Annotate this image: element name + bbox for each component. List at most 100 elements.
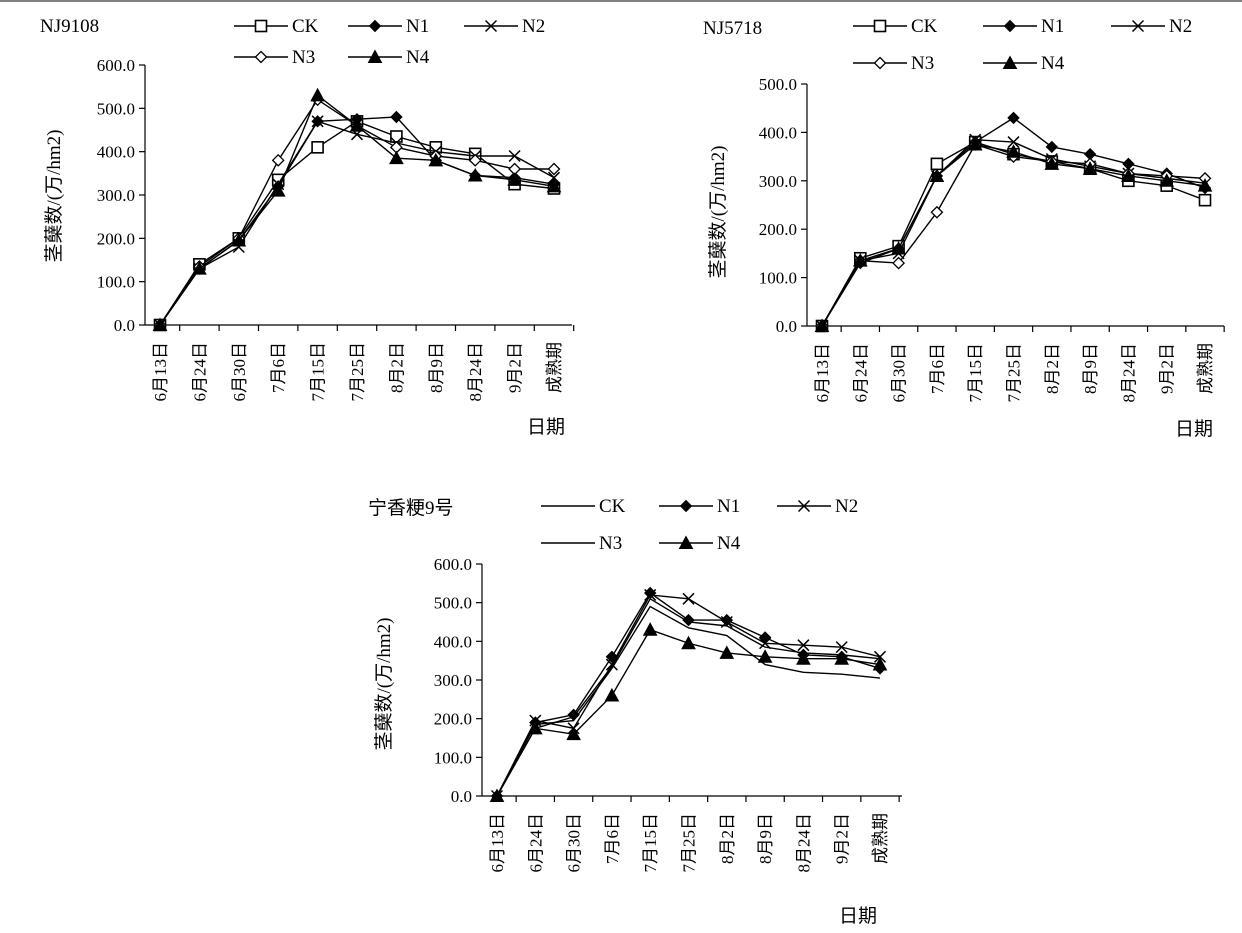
legend-marker xyxy=(873,19,887,33)
data-point-n2 xyxy=(797,639,810,652)
data-point-n4 xyxy=(1044,156,1060,170)
legend-entry-ck: CK xyxy=(541,496,626,517)
legend-label: N3 xyxy=(599,533,622,554)
x-tick-label: 9月2日 xyxy=(1158,343,1177,394)
plot-area: 0.0 100.0 200.0 300.0 400.0 500.0 6月13日 6月24日 6月… xyxy=(707,75,1225,440)
data-point-n2 xyxy=(644,588,657,601)
data-point-n4 xyxy=(507,172,522,186)
legend-entry-n3: N3 xyxy=(853,53,934,74)
data-point-n3 xyxy=(271,153,285,167)
x-tick-label: 8月9日 xyxy=(427,342,446,393)
legend-label: N1 xyxy=(1041,16,1064,37)
series-n4 xyxy=(152,87,562,331)
data-point-n2 xyxy=(682,592,695,605)
series-n3 xyxy=(815,138,1212,333)
data-point-n4 xyxy=(719,645,735,659)
data-point-n2 xyxy=(529,714,542,727)
legend-entry-ck: CK xyxy=(234,16,319,37)
y-tick-label: 400.0 xyxy=(97,143,135,162)
data-point-n4 xyxy=(604,687,620,702)
legend-label: CK xyxy=(292,16,319,37)
x-tick-label: 7月25日 xyxy=(1005,343,1024,403)
y-axis-label: 茎蘖数/(万/hm2) xyxy=(43,130,65,263)
data-point-n4 xyxy=(681,635,696,650)
data-point-n4 xyxy=(757,649,773,663)
data-point-ck xyxy=(390,130,403,143)
x-axis-label: 日期 xyxy=(839,905,877,927)
data-point-n4 xyxy=(967,136,983,151)
legend-entry-n2: N2 xyxy=(464,16,545,37)
data-point-n3 xyxy=(468,153,482,167)
legend-marker xyxy=(484,19,498,33)
series-line-n4 xyxy=(496,628,881,797)
y-tick-label: 0.0 xyxy=(114,316,135,335)
chart-title: 宁香粳9号 xyxy=(368,497,454,519)
y-axis-label: 茎蘖数/(万/hm2) xyxy=(707,146,729,279)
x-tick-label: 9月2日 xyxy=(506,342,525,393)
data-point-n4 xyxy=(1006,144,1021,158)
x-tick-label: 6月30日 xyxy=(230,342,249,402)
legend-marker xyxy=(678,535,694,549)
data-point-ck xyxy=(311,141,324,154)
data-point-n4 xyxy=(546,178,562,193)
x-tick-label: 8月2日 xyxy=(387,342,406,393)
legend-entry-ck: CK xyxy=(853,16,938,37)
legend-entry-n4: N4 xyxy=(983,53,1065,74)
legend-marker xyxy=(873,56,887,70)
series-n4 xyxy=(814,136,1213,332)
x-tick-label: 7月15日 xyxy=(309,342,328,402)
legend-marker xyxy=(254,19,268,33)
x-tick-label: 7月6日 xyxy=(928,343,947,394)
chart-title: NJ5718 xyxy=(703,18,762,39)
data-point-n1 xyxy=(390,110,403,124)
legend-label: N4 xyxy=(717,533,741,554)
series-line-ck xyxy=(821,141,1206,327)
legend-entry-n1: N1 xyxy=(983,16,1064,37)
x-axis-label: 日期 xyxy=(527,416,565,438)
x-tick-label: 7月15日 xyxy=(966,343,985,403)
x-tick-label: 7月25日 xyxy=(680,813,699,873)
plot-area: 0.0 100.0 200.0 300.0 400.0 500.0 600.0 6月13日 6月… xyxy=(373,555,902,927)
series-ck xyxy=(815,135,1212,333)
x-tick-label: 7月6日 xyxy=(603,813,622,864)
x-tick-label: 8月24日 xyxy=(466,342,485,402)
legend-marker xyxy=(1131,19,1145,33)
x-tick-label: 6月13日 xyxy=(488,813,507,873)
y-tick-label: 300.0 xyxy=(97,186,135,205)
legend-label: N2 xyxy=(1169,16,1192,37)
data-point-n2 xyxy=(873,650,887,663)
x-tick-label: 7月15日 xyxy=(641,813,660,873)
data-point-n4 xyxy=(929,168,945,182)
data-point-n4 xyxy=(891,241,906,255)
legend-marker xyxy=(254,50,268,64)
series-line-n3 xyxy=(821,143,1206,327)
data-point-n4 xyxy=(834,651,850,665)
series-line-n4 xyxy=(821,143,1206,327)
y-tick-label: 600.0 xyxy=(97,56,135,75)
legend-entry-n1: N1 xyxy=(659,496,740,517)
data-point-n4 xyxy=(1082,161,1098,175)
data-point-ck xyxy=(1198,193,1212,207)
series-n2 xyxy=(815,133,1212,333)
chart-legend: CK N1 N2 N3 N4 xyxy=(853,16,1192,74)
y-tick-label: 200.0 xyxy=(434,710,472,729)
series-n3 xyxy=(496,597,881,797)
x-tick-label: 6月24日 xyxy=(526,813,545,873)
data-point-n4 xyxy=(852,253,868,267)
data-point-n4 xyxy=(192,261,207,275)
y-tick-label: 100.0 xyxy=(97,273,135,292)
x-tick-label: 8月24日 xyxy=(1119,343,1138,403)
x-tick-label: 8月24日 xyxy=(794,813,813,873)
legend-label: N1 xyxy=(406,16,429,37)
series-line-ck xyxy=(496,605,881,797)
legend-entry-n3: N3 xyxy=(541,533,622,554)
y-tick-label: 400.0 xyxy=(434,632,472,651)
legend-label: N3 xyxy=(911,53,934,74)
y-tick-label: 600.0 xyxy=(434,555,472,574)
data-point-n2 xyxy=(835,641,848,654)
data-point-n3 xyxy=(892,256,906,270)
legend-label: N4 xyxy=(406,47,430,68)
x-tick-label: 6月30日 xyxy=(565,813,584,873)
data-point-n4 xyxy=(1159,173,1175,187)
